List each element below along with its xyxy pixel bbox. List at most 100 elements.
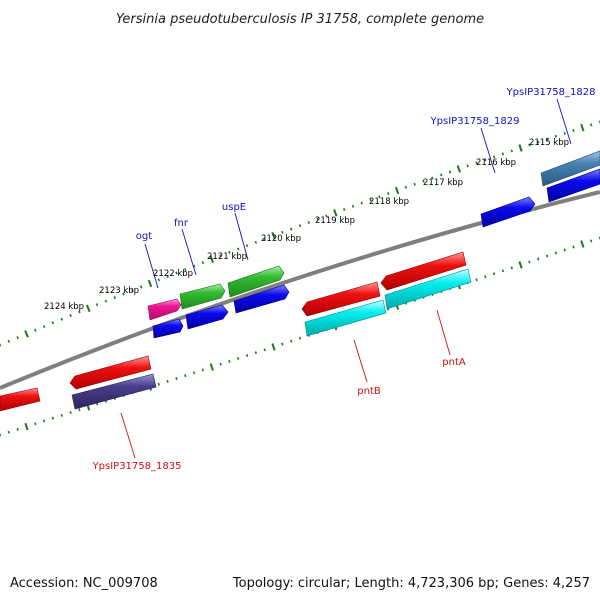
feature-YpsIP31758_1828[interactable] [540,150,600,187]
gene-label-pntA[interactable]: pntA [442,357,466,368]
upper-tick-track-minor-tick [475,161,478,165]
lower-tick-track-minor-tick [175,377,178,380]
kbp-label-2120: 2120 kbp [261,234,301,244]
upper-tick-track-minor-tick [139,285,143,289]
lower-tick-track-minor-tick [554,251,558,255]
upper-tick-track-major-tick [24,330,29,338]
upper-tick-track-minor-tick [166,274,169,278]
upper-tick-track-minor-tick [413,182,416,186]
feature-pntA[interactable] [380,251,467,291]
upper-tick-track-minor-tick [281,230,284,234]
feature-uspE[interactable] [227,265,285,298]
lower-tick-track-minor-tick [201,368,205,372]
leader-ogt [144,243,159,289]
upper-tick-track-minor-tick [439,173,443,177]
upper-tick-track-minor-tick [60,317,64,321]
lower-tick-track-minor-tick [51,416,55,420]
feature-pntB-cds[interactable] [304,299,387,337]
leader-uspE [234,212,249,261]
feature-pntA-cds[interactable] [384,268,472,310]
kbp-label-2119: 2119 kbp [315,216,355,226]
gene-label-ogt[interactable]: ogt [136,231,152,242]
upper-tick-track-minor-tick [563,131,566,135]
lower-tick-track-minor-tick [475,278,478,282]
lower-tick-track-major-tick [24,422,29,431]
feature-YpsIP31758_1829[interactable] [480,196,536,228]
lower-tick-track-minor-tick [184,374,187,378]
upper-tick-track-minor-tick [466,164,469,168]
lower-tick-track-minor-tick [298,336,302,340]
feature-ogt[interactable] [147,298,182,321]
leader-YpsIP31758_1835 [120,412,136,459]
kbp-label-2123: 2123 kbp [99,286,139,296]
upper-tick-track-minor-tick [492,155,496,159]
feature-YpsIP31758_1828-cds[interactable] [546,168,600,203]
feature-ogt-cds[interactable] [152,318,184,339]
upper-tick-track-minor-tick [95,303,99,307]
feature-YpsIP31758_1835-cds[interactable] [71,373,157,410]
gene-label-YpsIP31758_1829[interactable]: YpsIP31758_1829 [430,116,520,127]
feature-pntB[interactable] [301,281,381,317]
upper-tick-track-minor-tick [572,129,575,133]
gene-label-YpsIP31758_1835[interactable]: YpsIP31758_1835 [92,461,182,472]
feature-YpsIP31758_1835[interactable] [69,355,152,390]
lower-tick-track-minor-tick [484,275,487,279]
kbp-label-2118: 2118 kbp [369,197,409,207]
lower-tick-track-minor-tick [60,413,63,417]
feature-fnr[interactable] [179,283,226,310]
upper-tick-track-minor-tick [404,185,408,189]
upper-tick-track-minor-tick [113,296,116,300]
lower-tick-track-minor-tick [166,379,169,383]
feature-uspE-cds[interactable] [233,284,290,314]
upper-tick-track-minor-tick [245,244,249,248]
upper-tick-track-minor-tick [325,214,328,218]
upper-tick-track-minor-tick [69,313,72,318]
gene-label-uspE[interactable]: uspE [222,202,246,213]
lower-tick-track-minor-tick [510,266,513,270]
upper-tick-track-minor-tick [537,140,540,144]
map-title: Yersinia pseudotuberculosis IP 31758, co… [116,12,484,27]
upper-tick-track-minor-tick [351,204,355,208]
upper-tick-track-minor-tick [554,134,558,138]
upper-tick-track-minor-tick [228,250,231,254]
genome-backbone [0,190,600,390]
feature-fnr-cds[interactable] [185,304,229,330]
feature-edge-left[interactable] [0,387,41,412]
upper-tick-track-minor-tick [219,254,222,258]
upper-tick-track-major-tick [209,255,215,263]
upper-tick-track-minor-tick [104,299,108,303]
upper-tick-track-minor-tick [510,149,513,153]
forward-strand-features [147,150,600,339]
upper-tick-track-minor-tick [42,324,46,329]
upper-tick-track-minor-tick [431,176,434,180]
upper-tick-track-minor-tick [307,221,311,224]
genome-stats-text: Topology: circular; Length: 4,723,306 bp… [232,576,590,591]
leader-fnr [181,228,197,276]
lower-tick-track-minor-tick [528,260,531,264]
lower-tick-track-major-tick [580,240,585,248]
leader-pntA [436,309,451,356]
leader-YpsIP31758_1829 [480,127,496,174]
lower-tick-track-minor-tick [69,411,72,415]
upper-tick-track-minor-tick [378,195,381,199]
leader-YpsIP31758_1828 [556,98,572,145]
leader-pntB [353,339,368,383]
kbp-tick-labels: 2124 kbp 2123 kbp 2122 kbp 2121 kbp 2120… [44,138,569,312]
upper-tick-track-minor-tick [254,240,258,244]
kbp-label-2124: 2124 kbp [44,302,84,312]
lower-tick-track-minor-tick [78,408,81,412]
gene-label-pntB[interactable]: pntB [357,386,381,397]
label-leaders [120,98,572,459]
upper-tick-track-minor-tick [501,152,505,156]
lower-tick-track-minor-tick [572,245,575,249]
gene-label-fnr[interactable]: fnr [174,218,189,229]
upper-tick-track-major-tick [85,304,91,313]
upper-tick-track-minor-tick [184,267,187,272]
lower-tick-track-minor-tick [237,356,240,360]
upper-tick-track-minor-tick [369,198,372,202]
gene-label-YpsIP31758_1828[interactable]: YpsIP31758_1828 [506,87,596,98]
upper-tick-track-major-tick [518,144,523,152]
upper-tick-track-minor-tick [289,227,293,231]
